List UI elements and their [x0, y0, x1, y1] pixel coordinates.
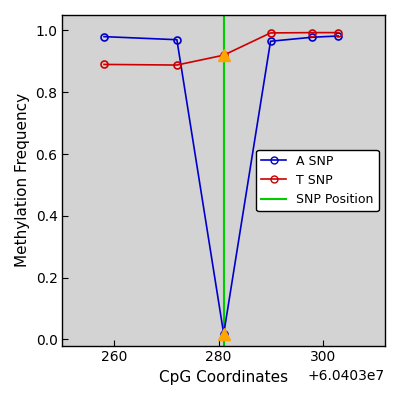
Y-axis label: Methylation Frequency: Methylation Frequency: [15, 93, 30, 267]
X-axis label: CpG Coordinates: CpG Coordinates: [159, 370, 288, 385]
Legend: A SNP, T SNP, SNP Position: A SNP, T SNP, SNP Position: [256, 150, 379, 211]
